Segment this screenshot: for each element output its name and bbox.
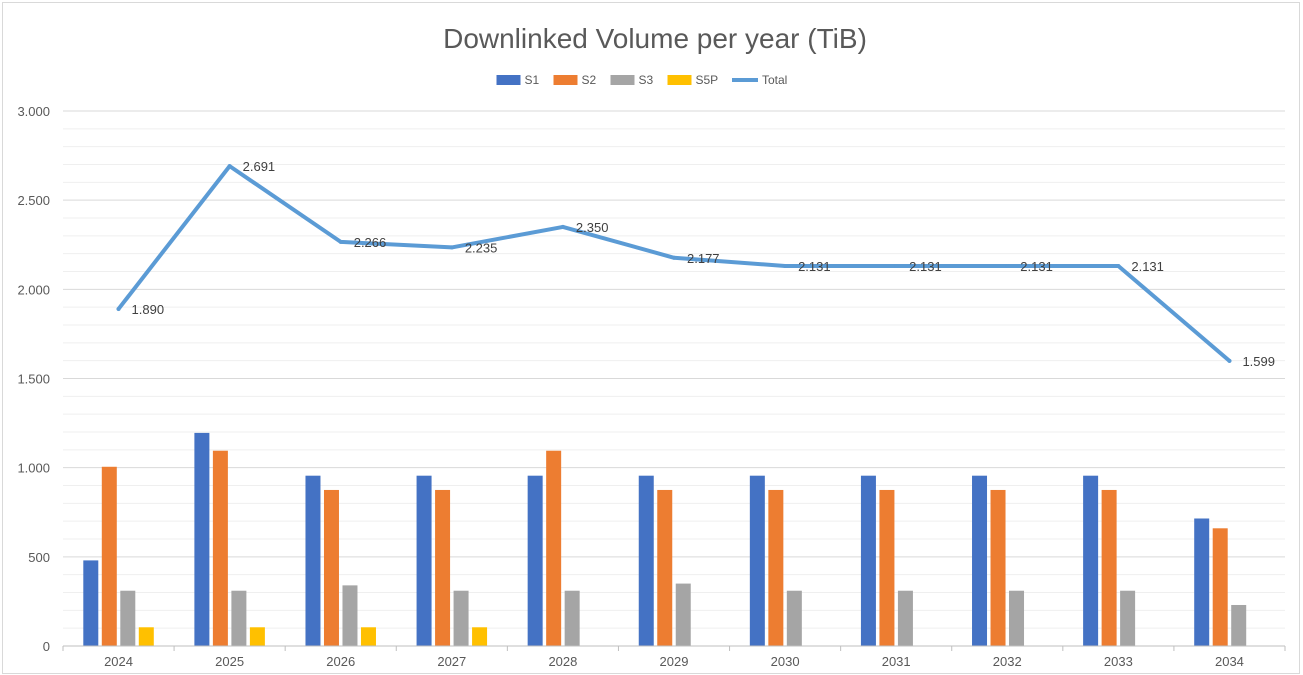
bar-s3-2032: [1009, 590, 1025, 646]
legend: S1 S2 S3 S5P Total: [496, 73, 787, 87]
bar-s1-2031: [860, 475, 876, 646]
legend-label-s3: S3: [639, 73, 654, 87]
legend-label-s5p: S5P: [696, 73, 719, 87]
bar-s5p-2027: [472, 627, 488, 646]
bar-s2-2029: [657, 489, 673, 646]
total-data-labels: 1.890 2.691 2.266 2.235 2.350 2.177 2.131 2.131…: [132, 159, 1275, 369]
bar-s2-2026: [323, 489, 339, 646]
legend-swatch-s3: [610, 75, 635, 85]
legend-swatch-s1: [496, 75, 521, 85]
total-data-label: 2.131: [1131, 259, 1164, 274]
x-tick-label: 2027: [437, 654, 466, 669]
x-tick-label: 2025: [215, 654, 244, 669]
bar-s1-2025: [194, 432, 210, 646]
y-tick-label: 2.000: [17, 282, 50, 297]
bar-s2-2030: [768, 489, 784, 646]
total-point-2030: [783, 263, 788, 268]
bar-s1-2034: [1194, 518, 1210, 646]
legend-label-s2: S2: [582, 73, 597, 87]
bar-s3-2034: [1231, 604, 1247, 646]
x-tick-label: 2031: [882, 654, 911, 669]
gridlines: [63, 110, 1285, 629]
bar-s2-2027: [435, 489, 451, 646]
y-tick-label: 3.000: [17, 104, 50, 119]
bar-s3-2027: [453, 590, 469, 646]
total-data-label: 2.691: [243, 159, 276, 174]
bar-s5p-2025: [249, 627, 265, 646]
y-tick-label: 500: [28, 550, 50, 565]
bar-s2-2031: [879, 489, 895, 646]
bar-s1-2026: [305, 475, 321, 646]
bar-s2-2028: [546, 450, 562, 646]
total-data-label: 1.599: [1242, 354, 1275, 369]
bar-s3-2031: [897, 590, 913, 646]
bar-s5p-2024: [138, 627, 154, 646]
total-data-label: 2.131: [798, 259, 831, 274]
total-point-2024: [116, 306, 121, 311]
bar-s1-2029: [638, 475, 654, 646]
legend-label-s1: S1: [525, 73, 540, 87]
bar-s1-2033: [1083, 475, 1099, 646]
bar-s1-2032: [972, 475, 988, 646]
total-data-label: 2.131: [1020, 259, 1053, 274]
bar-s3-2024: [120, 590, 136, 646]
total-point-2026: [338, 239, 343, 244]
x-tick-label: 2034: [1215, 654, 1244, 669]
bar-s2-2034: [1212, 528, 1228, 646]
total-point-2034: [1227, 358, 1232, 363]
bar-s3-2029: [675, 583, 691, 646]
bar-s1-2024: [83, 560, 99, 646]
bar-s3-2026: [342, 585, 358, 646]
x-tick-label: 2024: [104, 654, 133, 669]
total-point-2032: [1005, 263, 1010, 268]
bar-s1-2030: [749, 475, 765, 646]
total-point-2029: [672, 255, 676, 260]
y-axis: 0 500 1.000 1.500 2.000 2.500 3.000: [17, 104, 50, 654]
bar-s3-2028: [564, 590, 580, 646]
total-point-2033: [1116, 263, 1121, 268]
x-axis: 2024 2025 2026 2027 2028 2029 2030 2031 2032 2033…: [62, 645, 1286, 669]
legend-swatch-s2: [553, 75, 578, 85]
x-tick-label: 2033: [1104, 654, 1133, 669]
total-point-2028: [560, 224, 565, 229]
total-data-label: 2.131: [909, 259, 942, 274]
total-data-label: 1.890: [132, 302, 165, 317]
x-tick-label: 2026: [326, 654, 355, 669]
bar-s2-2033: [1101, 489, 1117, 646]
x-tick-label: 2028: [548, 654, 577, 669]
x-tick-label: 2029: [660, 654, 689, 669]
legend-swatch-s5p: [667, 75, 692, 85]
x-tick-label: 2030: [771, 654, 800, 669]
total-point-2025: [227, 164, 232, 169]
y-tick-label: 0: [43, 639, 50, 654]
bar-s1-2028: [527, 475, 543, 646]
total-point-2031: [894, 263, 899, 268]
bar-s3-2030: [786, 590, 802, 646]
y-tick-label: 2.500: [17, 193, 50, 208]
bar-s2-2025: [212, 450, 228, 646]
y-tick-label: 1.000: [17, 461, 50, 476]
x-tick-label: 2032: [993, 654, 1022, 669]
bar-s2-2032: [990, 489, 1006, 646]
chart-title: Downlinked Volume per year (TiB): [443, 23, 867, 54]
total-line: [116, 164, 1232, 363]
total-data-label: 2.266: [354, 235, 387, 250]
bar-s3-2025: [231, 590, 247, 646]
legend-label-total: Total: [762, 73, 787, 87]
bar-s5p-2026: [360, 627, 376, 646]
bar-s2-2024: [101, 466, 117, 646]
total-data-label: 2.235: [465, 240, 498, 255]
total-data-label: 2.177: [687, 251, 720, 266]
y-tick-label: 1.500: [17, 372, 50, 387]
bars: [83, 432, 1247, 646]
bar-s3-2033: [1120, 590, 1136, 646]
total-series-line: [116, 164, 1232, 363]
total-point-2027: [449, 245, 454, 250]
total-data-label: 2.350: [576, 220, 609, 235]
bar-s1-2027: [416, 475, 432, 646]
